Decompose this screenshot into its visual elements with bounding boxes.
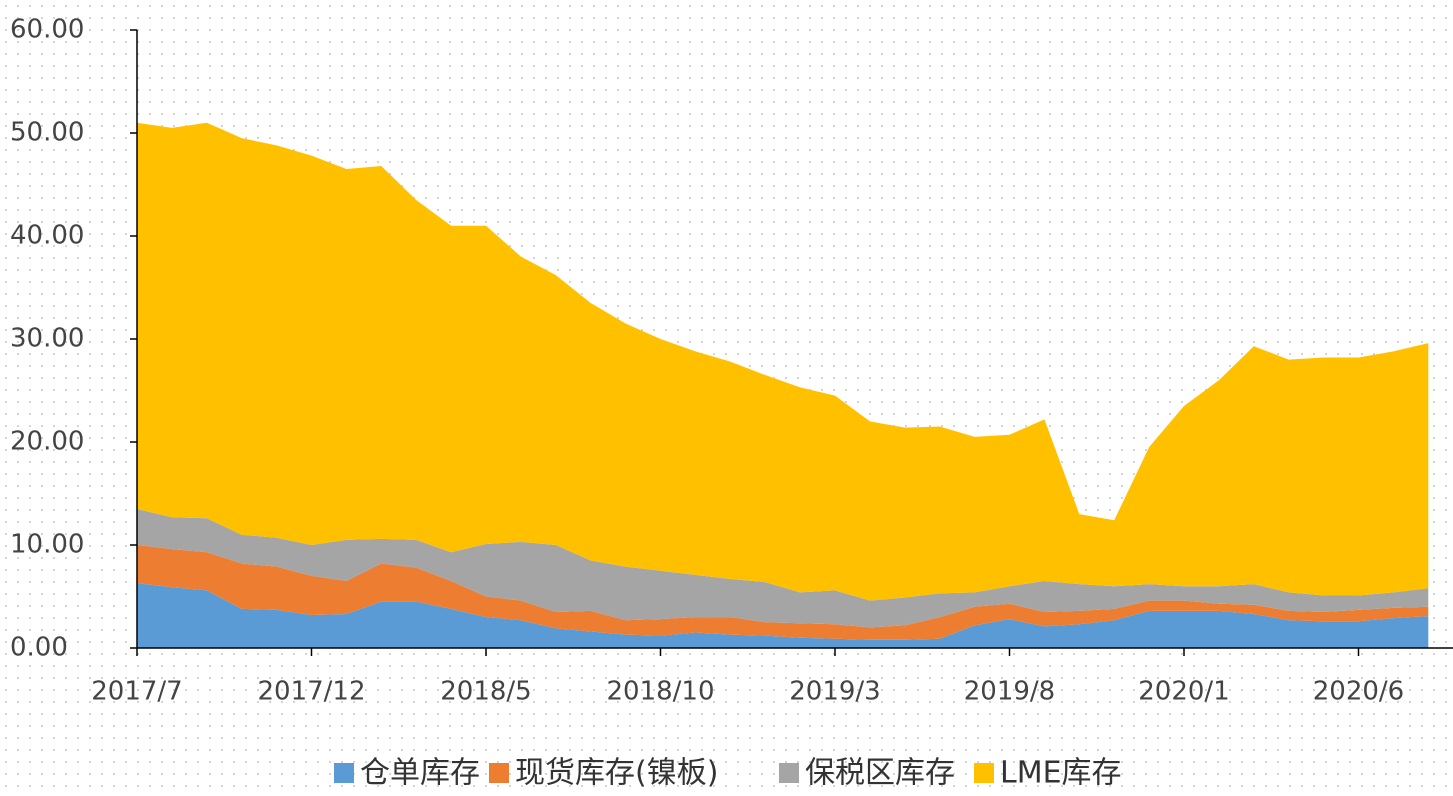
area [137,545,1429,640]
y-tick-label: 50.00 [10,118,84,148]
area [137,508,1429,628]
x-tick-label: 2018/5 [440,677,531,707]
legend-swatch [334,763,354,783]
area [137,583,1429,648]
x-tick-label: 2019/8 [964,677,1055,707]
legend: 仓单库存 现货库存(镍板) 保税区库存 LME库存 [334,756,1122,791]
legend-label: 仓单库存 [360,756,480,791]
y-tick-label: 10.00 [10,530,84,560]
y-tick-label: 60.00 [10,15,84,45]
area [137,122,1429,601]
x-tick-label: 2018/10 [606,677,714,707]
x-tick-label: 2020/6 [1313,677,1404,707]
x-tick-label: 2017/12 [257,677,365,707]
plot-area [137,122,1429,648]
x-tick-label: 2017/7 [91,677,182,707]
legend-label: 现货库存(镍板) [515,756,718,791]
legend-swatch [489,763,509,783]
legend-swatch [779,763,799,783]
axes: 0.00 10.00 20.00 30.00 40.00 50.00 60.00 2017/7… [10,15,1453,707]
legend-label: 保税区库存 [805,756,955,791]
x-tick-label: 2019/3 [789,677,880,707]
y-tick-label: 0.00 [10,633,68,663]
legend-swatch [974,763,994,783]
y-tick-label: 30.00 [10,324,84,354]
x-tick-label: 2020/1 [1138,677,1229,707]
legend-label: LME库存 [1000,756,1122,791]
y-tick-label: 40.00 [10,221,84,251]
y-tick-label: 20.00 [10,427,84,457]
